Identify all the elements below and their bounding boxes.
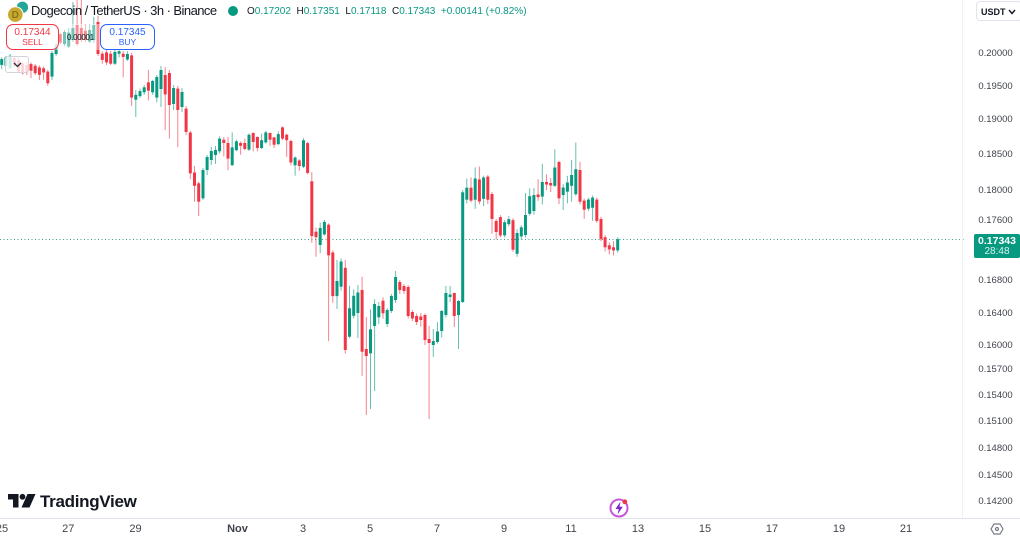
- svg-text:D: D: [12, 10, 19, 21]
